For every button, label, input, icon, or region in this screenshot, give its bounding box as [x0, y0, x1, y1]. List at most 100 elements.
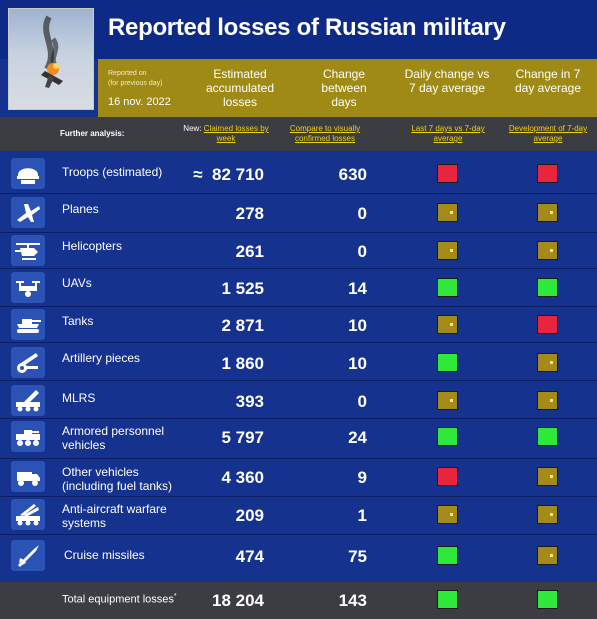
row-divider	[0, 306, 597, 307]
helicopter-icon	[11, 235, 45, 266]
row-change: 75	[348, 547, 367, 566]
trend-indicator	[537, 467, 558, 486]
daily-indicator	[437, 241, 458, 260]
trend-indicator	[537, 391, 558, 410]
row-divider	[0, 268, 597, 269]
row-value-number: 82 710	[212, 165, 264, 184]
daily-indicator	[437, 427, 458, 446]
table-row-cruise-missiles: Cruise missiles 474 75	[0, 538, 597, 575]
row-change: 10	[348, 354, 367, 373]
reported-on-text: Reported on	[108, 70, 147, 77]
row-divider	[0, 342, 597, 343]
claimed-by-week-link-wrap: New: Claimed losses by week	[183, 124, 269, 144]
row-divider	[0, 380, 597, 381]
table-row-apc: Armored personnel vehicles 5 797 24	[0, 419, 597, 456]
row-value: 278	[235, 204, 264, 223]
row-change: 9	[357, 468, 367, 487]
daily-indicator	[437, 164, 458, 183]
table-row-tanks: Tanks 2 871 10	[0, 307, 597, 344]
daily-indicator	[437, 203, 458, 222]
trend-indicator	[537, 241, 558, 260]
row-value: 209	[235, 506, 264, 525]
row-divider	[0, 496, 597, 497]
table-row-mlrs: MLRS 393 0	[0, 383, 597, 420]
column-header-daily-vs-average: Daily change vs 7 day average	[404, 67, 490, 95]
row-value: 2 871	[221, 316, 264, 335]
total-footnote-marker: *	[173, 593, 177, 600]
total-row: Total equipment losses* 18 204 143	[0, 582, 597, 619]
total-change: 143	[338, 591, 367, 610]
total-value: 18 204	[212, 591, 264, 610]
row-change: 10	[348, 316, 367, 335]
row-name: Other vehicles (including fuel tanks)	[62, 465, 173, 493]
truck-icon	[11, 461, 45, 492]
header-photo	[8, 8, 94, 110]
development-link-wrap: Development of 7-day average	[508, 124, 588, 144]
daily-indicator	[437, 315, 458, 334]
page-title: Reported losses of Russian military	[108, 14, 506, 41]
row-name: Troops (estimated)	[62, 165, 163, 179]
row-divider	[0, 534, 597, 535]
column-header-change: Change between days	[321, 67, 367, 109]
total-trend-indicator	[537, 590, 558, 609]
total-label: Total equipment losses*	[62, 593, 177, 606]
trend-indicator	[537, 203, 558, 222]
claimed-by-week-link[interactable]: Claimed losses by week	[203, 124, 269, 143]
trend-indicator	[537, 427, 558, 446]
daily-indicator	[437, 546, 458, 565]
table-row-uavs: UAVs 1 525 14	[0, 270, 597, 307]
rocket-launcher-icon	[11, 385, 45, 416]
row-name: Armored personnel vehicles	[62, 424, 165, 452]
row-change: 1	[357, 506, 367, 525]
drone-icon	[11, 272, 45, 303]
row-name: Tanks	[62, 314, 94, 328]
total-name: Total equipment losses	[62, 593, 174, 606]
trend-indicator	[537, 353, 558, 372]
table-row-helicopters: Helicopters 261 0	[0, 233, 597, 270]
trend-indicator	[537, 164, 558, 183]
artillery-icon	[11, 347, 45, 378]
row-name: Planes	[62, 202, 99, 216]
row-value: ≈ 82 710	[193, 165, 264, 185]
development-7-day-average-link[interactable]: Development of 7-day average	[508, 124, 588, 143]
helmet-icon	[11, 158, 45, 189]
row-divider	[0, 232, 597, 233]
row-divider	[0, 418, 597, 419]
table-row-other-vehicles: Other vehicles (including fuel tanks) 4 …	[0, 459, 597, 496]
report-date: 16 nov. 2022	[108, 96, 171, 108]
row-change: 14	[348, 279, 367, 298]
row-value: 261	[235, 242, 264, 261]
approx-sign: ≈	[193, 165, 203, 184]
last-7-days-link[interactable]: Last 7 days vs 7-day average	[411, 124, 485, 143]
row-name: UAVs	[62, 276, 92, 290]
row-change: 0	[357, 392, 367, 411]
row-name: Cruise missiles	[64, 548, 145, 562]
apc-icon	[11, 421, 45, 452]
daily-indicator	[437, 353, 458, 372]
column-header-estimated: Estimated accumulated losses	[205, 67, 275, 109]
anti-aircraft-icon	[11, 499, 45, 530]
row-name: Anti-aircraft warfare systems	[62, 502, 167, 530]
table-row-artillery: Artillery pieces 1 860 10	[0, 345, 597, 382]
table-row-anti-aircraft: Anti-aircraft warfare systems 209 1	[0, 497, 597, 534]
analysis-links-bar: Further analysis: New: Claimed losses by…	[0, 117, 597, 151]
trend-indicator	[537, 546, 558, 565]
row-value: 1 525	[221, 279, 264, 298]
row-value: 4 360	[221, 468, 264, 487]
column-header-band: Reported on (for previous day) 16 nov. 2…	[98, 59, 597, 117]
row-value: 5 797	[221, 428, 264, 447]
table-row-troops: Troops (estimated) ≈ 82 710 630	[0, 156, 597, 193]
row-value: 393	[235, 392, 264, 411]
compare-visually-confirmed-link[interactable]: Compare to visually confirmed losses	[289, 124, 361, 143]
row-change: 0	[357, 204, 367, 223]
row-change: 630	[338, 165, 367, 184]
column-header-change-in-average: Change in 7 day average	[514, 67, 582, 95]
total-daily-indicator	[437, 590, 458, 609]
row-name: Helicopters	[62, 239, 123, 253]
title-bar	[0, 0, 597, 59]
new-label: New:	[183, 124, 202, 133]
daily-indicator	[437, 391, 458, 410]
row-divider	[0, 193, 597, 194]
reported-on-label: Reported on (for previous day)	[108, 69, 162, 89]
